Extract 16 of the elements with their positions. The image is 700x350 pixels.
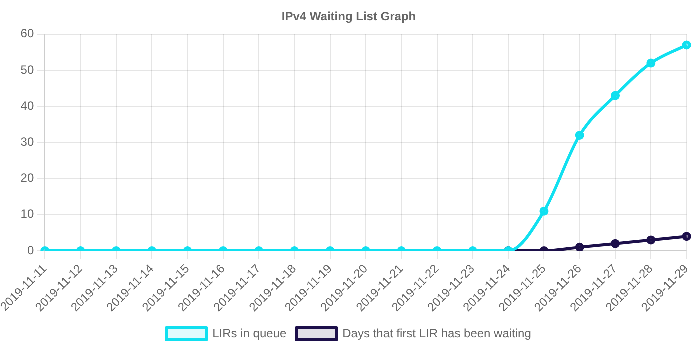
y-tick-label: 0 [27, 243, 34, 258]
chart-title: IPv4 Waiting List Graph [282, 10, 416, 24]
y-tick-label: 60 [20, 26, 34, 41]
legend-label: LIRs in queue [212, 326, 287, 340]
y-tick-label: 50 [20, 62, 34, 77]
y-tick-label: 30 [20, 135, 34, 150]
y-tick-label: 10 [20, 207, 34, 222]
legend-label: Days that first LIR has been waiting [342, 326, 532, 340]
point [646, 58, 656, 68]
point [682, 40, 692, 50]
y-tick-label: 20 [20, 171, 34, 186]
y-tick-label: 40 [20, 98, 34, 113]
point [575, 242, 584, 252]
point [540, 206, 549, 216]
point [611, 91, 620, 100]
point [575, 131, 584, 140]
